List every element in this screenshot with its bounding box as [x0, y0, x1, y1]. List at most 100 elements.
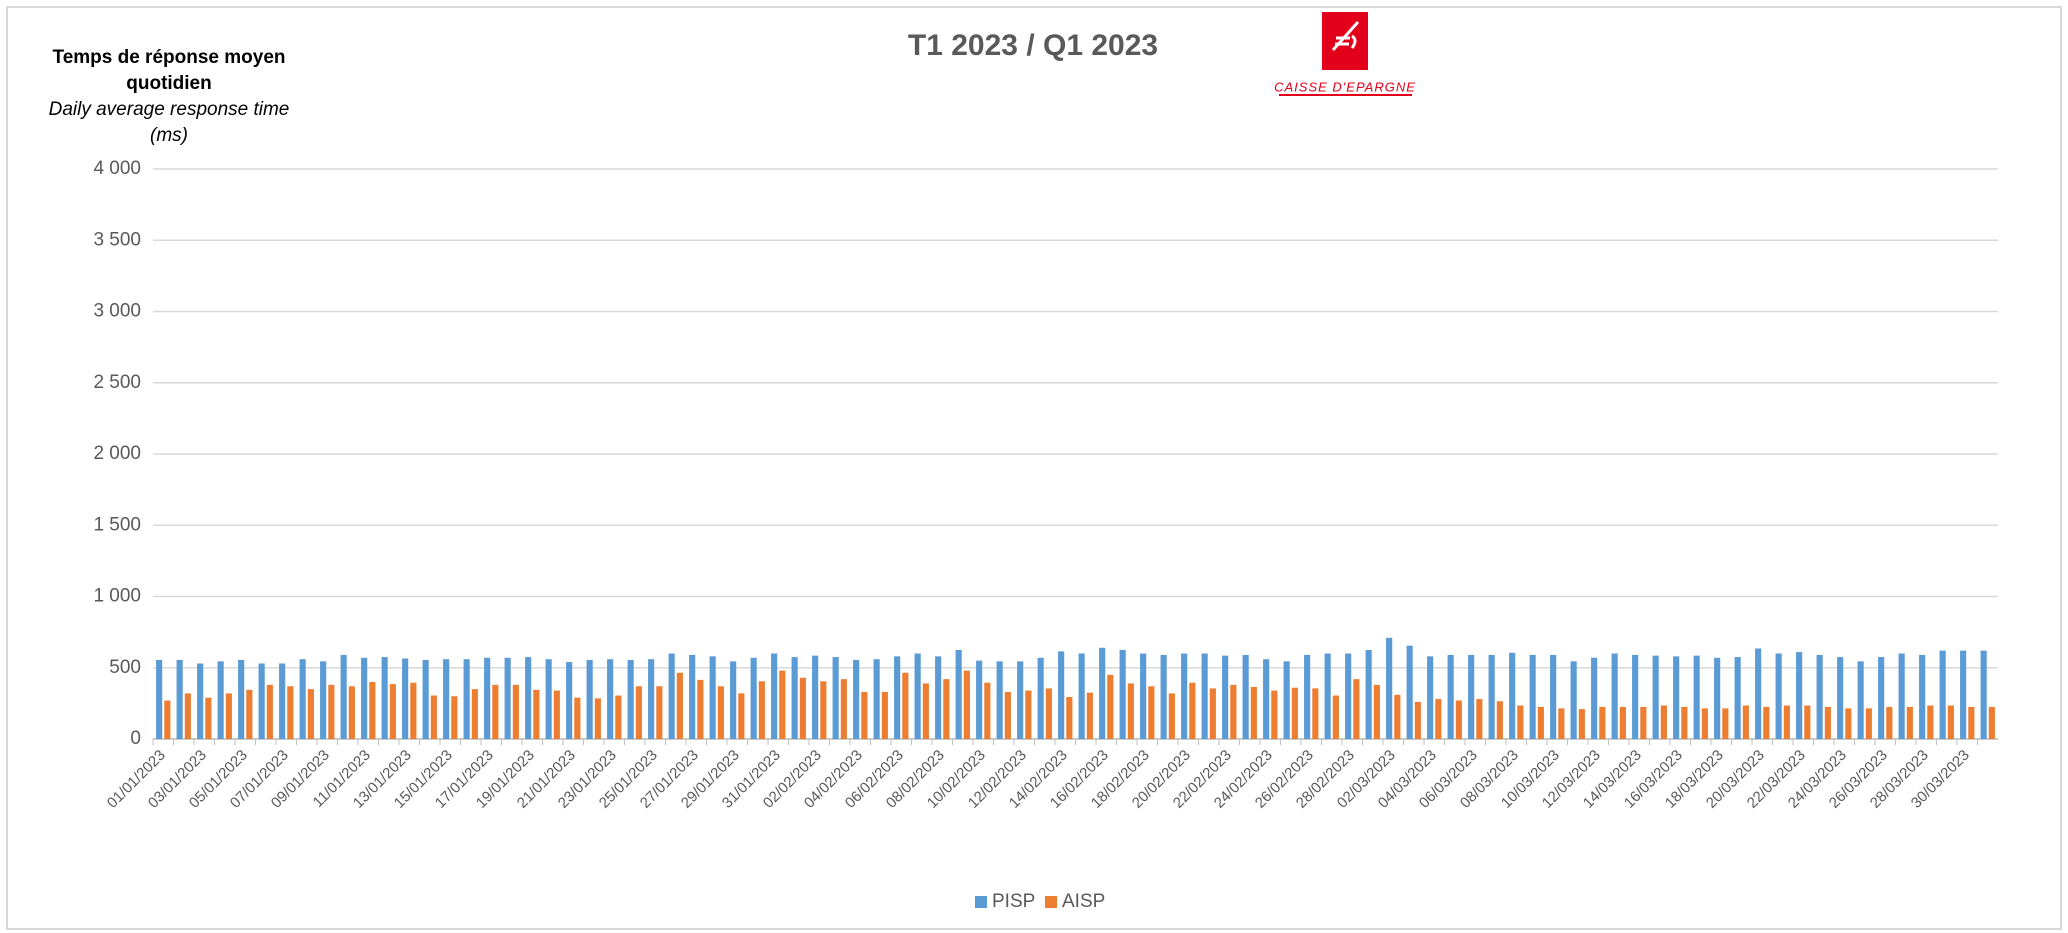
bar: [1160, 654, 1167, 739]
bar: [287, 686, 294, 739]
bar: [320, 661, 327, 739]
bar: [348, 686, 355, 739]
bar: [1919, 654, 1926, 739]
bar: [566, 662, 573, 739]
bar: [935, 656, 942, 739]
bar: [1734, 657, 1741, 739]
bar: [574, 697, 581, 739]
bar: [1017, 661, 1024, 739]
bar: [1230, 684, 1237, 739]
bar: [307, 689, 314, 739]
bar: [1291, 687, 1298, 739]
bar: [1845, 708, 1852, 739]
bar: [553, 690, 560, 739]
bar: [1283, 661, 1290, 739]
y-axis-subtitle: Daily average response time: [49, 99, 290, 120]
bar: [1763, 706, 1770, 739]
bar: [1824, 706, 1831, 739]
bar: [492, 684, 499, 739]
bar: [225, 693, 232, 739]
bar: [1271, 690, 1278, 739]
bar: [1099, 647, 1106, 739]
logo-glyph: [1331, 21, 1360, 51]
y-tick-label: 1 000: [93, 586, 141, 607]
y-tick-label: 2 000: [93, 443, 141, 464]
bar: [1386, 637, 1393, 739]
bar: [656, 686, 663, 739]
chart-title: T1 2023 / Q1 2023: [908, 29, 1158, 62]
logo-mark: [1322, 12, 1368, 70]
bar: [1652, 655, 1659, 739]
bar: [791, 657, 798, 739]
bar: [1529, 654, 1536, 739]
bar: [1755, 648, 1762, 739]
bar: [1960, 650, 1967, 739]
bar: [1968, 706, 1975, 739]
logo-text: CAISSE D'EPARGNE: [1274, 79, 1416, 94]
bar: [1837, 657, 1844, 739]
bar: [217, 661, 224, 739]
bar: [1148, 686, 1155, 739]
bar: [1066, 696, 1073, 739]
y-tick-label: 2 500: [93, 372, 141, 393]
bar: [156, 659, 163, 739]
bar: [963, 670, 970, 739]
bar: [512, 684, 519, 739]
bar: [1714, 657, 1721, 739]
bar: [1775, 653, 1782, 739]
bar: [627, 659, 634, 739]
bar: [1058, 651, 1065, 739]
bar: [451, 696, 458, 739]
bar: [594, 698, 601, 739]
bar: [1570, 661, 1577, 739]
bar: [689, 654, 696, 739]
bar: [533, 689, 540, 739]
bar: [1140, 653, 1147, 739]
bar: [1632, 654, 1639, 739]
bar: [504, 657, 511, 739]
bar: [1201, 653, 1208, 739]
bar: [1857, 661, 1864, 739]
bar: [430, 695, 437, 739]
bar: [1906, 706, 1913, 739]
bar: [164, 700, 171, 739]
bar: [730, 661, 737, 739]
bar: [615, 695, 622, 739]
bar: [1435, 699, 1442, 739]
bar: [676, 672, 683, 739]
bar: [1509, 652, 1516, 739]
bar: [996, 661, 1003, 739]
bar: [1619, 706, 1626, 739]
bar: [197, 663, 204, 739]
bar: [279, 663, 286, 739]
bar: [771, 653, 778, 739]
bar: [853, 659, 860, 739]
bar: [1701, 708, 1708, 739]
bar: [484, 657, 491, 739]
bar: [1345, 653, 1352, 739]
bar: [955, 649, 962, 739]
bar: [779, 670, 786, 739]
bar: [976, 660, 983, 739]
bar: [1927, 705, 1934, 739]
bar: [1107, 674, 1114, 739]
bar: [1804, 705, 1811, 739]
bar: [1168, 693, 1175, 739]
bar: [340, 654, 347, 739]
bar: [1611, 653, 1618, 739]
y-tick-label: 0: [130, 728, 141, 749]
bar: [1455, 700, 1462, 739]
bar: [1980, 650, 1987, 739]
bar: [545, 659, 552, 739]
bar: [1599, 706, 1606, 739]
bar: [984, 682, 991, 739]
bar: [410, 682, 417, 739]
bar: [894, 656, 901, 739]
bar: [402, 658, 409, 739]
bar: [1886, 706, 1893, 739]
bar: [1250, 686, 1257, 739]
legend-swatch: [975, 896, 987, 908]
bar: [1332, 695, 1339, 739]
bar: [361, 657, 368, 739]
